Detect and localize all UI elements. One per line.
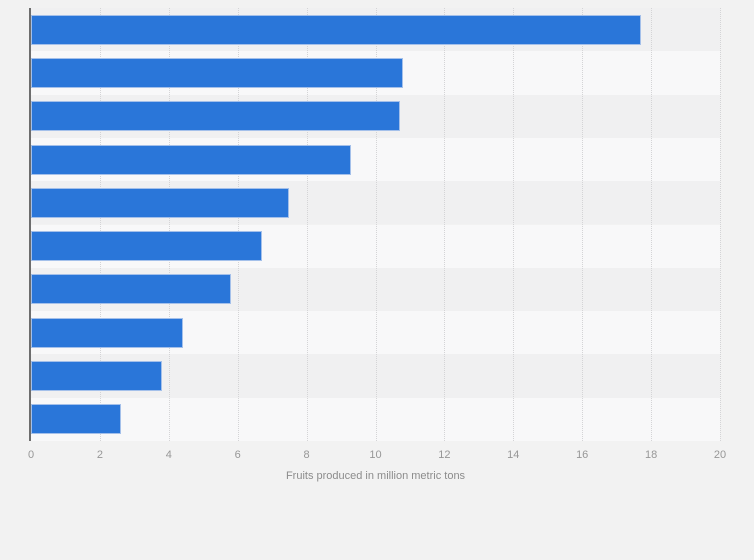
gridline [651, 8, 653, 441]
gridline [237, 8, 239, 441]
x-tick-label: 10 [369, 449, 382, 461]
gridline [168, 8, 170, 441]
bar[interactable] [31, 317, 183, 348]
bar[interactable] [31, 57, 404, 88]
gridline [375, 8, 377, 441]
x-tick-label: 2 [96, 449, 103, 461]
x-axis-label: Fruits produced in million metric tons [285, 470, 466, 482]
gridline [444, 8, 446, 441]
bar[interactable] [31, 144, 352, 175]
bar[interactable] [31, 187, 290, 218]
x-tick-label: 12 [438, 449, 451, 461]
gridline [582, 8, 584, 441]
bar[interactable] [31, 101, 400, 132]
bar[interactable] [31, 361, 162, 392]
bar[interactable] [31, 231, 262, 262]
bar[interactable] [31, 404, 121, 435]
gridline [306, 8, 308, 441]
x-tick-label: 6 [234, 449, 241, 461]
x-tick-label: 0 [27, 449, 35, 461]
bar[interactable] [31, 14, 641, 45]
bar[interactable] [31, 274, 231, 305]
x-tick-label: 14 [507, 449, 520, 461]
gridline [720, 8, 721, 441]
x-axis: 0 2 4 6 8 10 12 14 16 18 20 [0, 448, 754, 462]
plot-area [31, 8, 721, 441]
x-tick-label: 4 [165, 449, 172, 461]
gridline [99, 8, 101, 441]
x-tick-label: 18 [644, 449, 658, 461]
x-tick-label: 8 [303, 449, 310, 461]
x-tick-label: 20 [713, 449, 727, 461]
y-axis-line [29, 8, 31, 441]
gridline [513, 8, 515, 441]
x-tick-label: 16 [576, 449, 589, 461]
